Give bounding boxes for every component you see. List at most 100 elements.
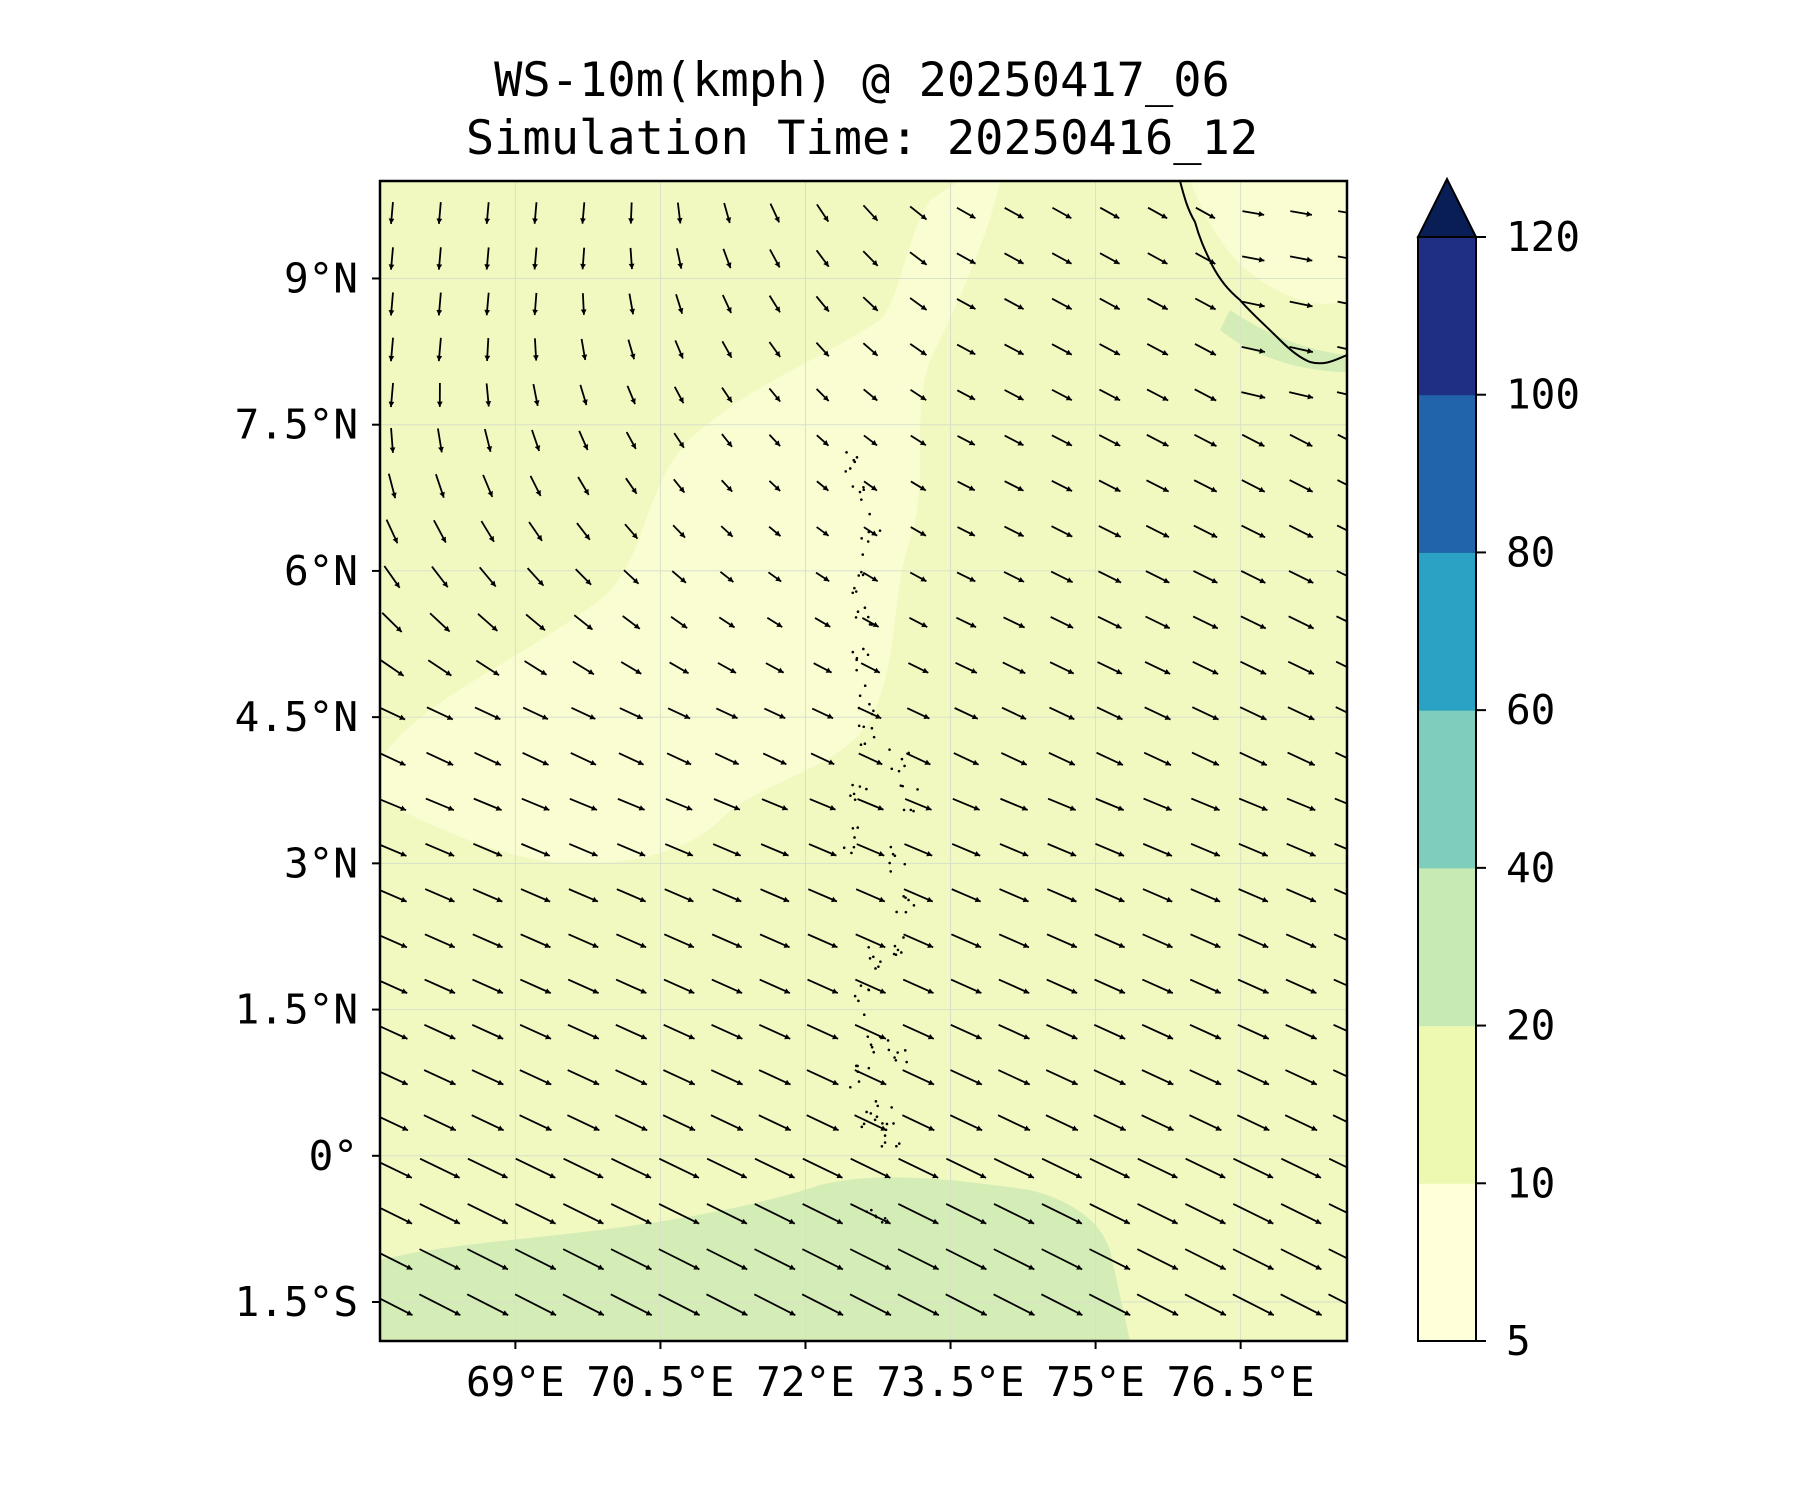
wind-arrow (473, 843, 503, 857)
wind-arrow (862, 250, 879, 267)
wind-arrow (1147, 206, 1168, 220)
wind-arrow (529, 475, 542, 497)
island-dot (856, 1064, 859, 1068)
colorbar-extend-max (1416, 176, 1478, 238)
wind-arrow (909, 571, 927, 583)
wind-arrow (664, 843, 694, 857)
wind-arrow (663, 1023, 695, 1040)
wind-arrow (1194, 343, 1217, 356)
wind-arrow (1285, 1023, 1317, 1040)
wind-arrow (993, 1203, 1035, 1225)
wind-arrow (955, 616, 977, 628)
wind-arrow (857, 798, 884, 811)
wind-arrow (522, 706, 549, 720)
wind-arrow (1047, 797, 1077, 811)
wind-arrow (1328, 1203, 1347, 1214)
wind-arrow (719, 571, 735, 583)
island-dot (893, 944, 897, 948)
wind-arrow (904, 843, 933, 857)
wind-arrow (1184, 1248, 1227, 1271)
wind-arrow (380, 659, 405, 677)
wind-arrow (759, 978, 791, 994)
wind-arrow (1238, 797, 1268, 812)
wind-arrow (898, 1157, 939, 1179)
wind-arrow (436, 337, 443, 362)
island-dot (857, 999, 860, 1003)
wind-arrow (610, 1203, 652, 1225)
wind-arrow (1328, 1157, 1347, 1169)
wind-arrow (437, 428, 444, 453)
wind-arrow (624, 523, 639, 540)
wind-arrow (471, 1114, 505, 1132)
wind-arrow (385, 519, 399, 544)
y-tick-label-3: 4.5°N (235, 693, 358, 741)
island-dot (891, 852, 895, 856)
wind-arrow (762, 752, 787, 766)
wind-arrow (1098, 479, 1121, 493)
wind-arrow (1328, 1293, 1347, 1305)
wind-arrow (849, 1248, 892, 1271)
island-dot (894, 953, 898, 956)
colorbar-bin-20-40 (1418, 867, 1476, 1027)
wind-arrow (1241, 479, 1266, 493)
wind-arrow (1232, 1293, 1275, 1317)
wind-arrow (1144, 706, 1171, 721)
wind-arrow (815, 388, 830, 402)
wind-arrow (1280, 1157, 1322, 1179)
wind-arrow (1289, 346, 1314, 354)
island-dot (878, 529, 882, 532)
wind-arrow (768, 434, 781, 447)
island-dot (863, 684, 867, 688)
wind-arrow (997, 1114, 1031, 1132)
wind-arrow (388, 292, 395, 316)
wind-arrow (567, 978, 599, 994)
island-dot (900, 757, 904, 761)
wind-arrow (1147, 297, 1169, 311)
wind-arrow (760, 888, 790, 903)
colorbar-tick-label-0: 5 (1506, 1317, 1531, 1365)
wind-arrow (1143, 797, 1172, 811)
island-dot (867, 1066, 871, 1070)
wind-arrow (532, 247, 538, 270)
wind-arrow (807, 933, 838, 949)
wind-arrow (577, 476, 590, 496)
island-dot (860, 570, 863, 574)
wind-arrow (616, 843, 646, 857)
wind-arrow (1333, 933, 1347, 941)
wind-arrow (1142, 933, 1173, 949)
wind-arrow (897, 1203, 939, 1225)
wind-arrow (720, 479, 733, 493)
wind-arrow (514, 1293, 557, 1317)
wind-arrow (1146, 479, 1170, 493)
wind-arrow (1146, 343, 1169, 356)
wind-arrow (807, 978, 839, 994)
wind-arrow (380, 1070, 409, 1086)
wind-arrow (997, 1069, 1031, 1086)
wind-arrow (902, 1069, 935, 1086)
island-dot (862, 485, 865, 489)
wind-arrow (671, 570, 687, 584)
wind-arrow (903, 933, 934, 949)
wind-arrow (426, 706, 454, 721)
wind-arrow (1051, 525, 1073, 538)
y-tick-label-1: 7.5°N (235, 401, 358, 449)
wind-arrow (1045, 1114, 1079, 1132)
island-dot (866, 615, 870, 619)
wind-arrow (467, 1157, 508, 1179)
island-dot (865, 787, 868, 791)
wind-arrow (862, 204, 879, 222)
wind-arrow (806, 1069, 839, 1086)
wind-arrow (1048, 751, 1076, 766)
wind-arrow (436, 247, 443, 270)
wind-arrow (945, 1203, 987, 1225)
wind-arrow (664, 888, 694, 903)
wind-arrow (1288, 615, 1315, 630)
wind-arrow (380, 843, 407, 857)
wind-arrow (617, 798, 645, 811)
wind-arrow (1146, 434, 1169, 447)
island-dot (856, 610, 860, 614)
colorbar-tick-label-1: 10 (1506, 1159, 1555, 1207)
island-dot (878, 1035, 882, 1039)
wind-arrow (711, 933, 743, 949)
wind-arrow (1046, 978, 1078, 994)
